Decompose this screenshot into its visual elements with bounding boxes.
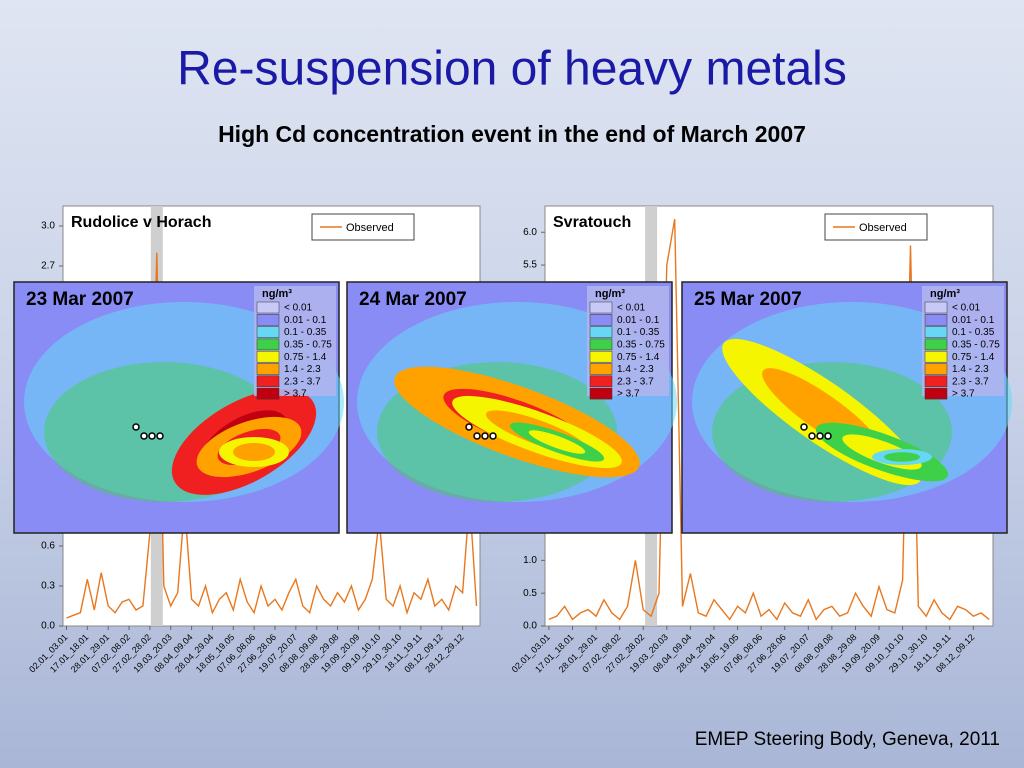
maps: 23 Mar 2007 ng/m³< 0.010.01 - 0.10.1 - 0.… <box>13 281 1012 534</box>
station <box>156 432 164 440</box>
legend-label: 0.1 - 0.35 <box>284 327 327 338</box>
chart-title: Svratouch <box>553 214 631 231</box>
legend-label: 0.75 - 1.4 <box>617 352 660 363</box>
y-tick-label: 0.0 <box>523 621 537 632</box>
station <box>489 432 497 440</box>
legend-label: < 0.01 <box>617 303 646 314</box>
chart-title: Rudolice v Horach <box>71 214 211 231</box>
legend-label: 0.01 - 0.1 <box>952 315 995 326</box>
legend-swatch <box>589 301 613 314</box>
legend-swatch <box>256 363 280 375</box>
legend-label: 1.4 - 2.3 <box>617 364 654 375</box>
legend-label: < 0.01 <box>284 303 313 314</box>
y-tick-label: 0.5 <box>523 588 537 599</box>
legend-label: 1.4 - 2.3 <box>284 364 321 375</box>
legend-swatch <box>256 387 280 400</box>
legend-swatch <box>589 375 613 388</box>
legend-label: > 3.7 <box>952 389 975 400</box>
y-tick-label: 1.0 <box>523 555 537 566</box>
legend-label: 2.3 - 3.7 <box>284 376 321 387</box>
legend-title: ng/m³ <box>930 288 960 300</box>
y-tick-label: 2.7 <box>41 261 55 272</box>
slide-subtitle: High Cd concentration event in the end o… <box>218 121 806 147</box>
legend-label: 0.35 - 0.75 <box>284 340 332 351</box>
legend-label: 1.4 - 2.3 <box>952 364 989 375</box>
legend-swatch <box>924 350 948 363</box>
y-tick-label: 6.0 <box>523 227 537 238</box>
map: 25 Mar 2007 ng/m³ < 0.010.01 - 0.10.1 - 0.… <box>681 281 1012 534</box>
plume <box>233 443 275 461</box>
legend-swatch <box>589 350 613 363</box>
slide-title: Re-suspension of heavy metals <box>177 43 847 96</box>
legend-box <box>311 213 415 241</box>
y-tick-label: 0.6 <box>41 541 55 552</box>
legend-label: 0.35 - 0.75 <box>617 340 665 351</box>
legend-swatch <box>924 314 948 326</box>
legend-swatch <box>589 338 613 351</box>
legend-swatch <box>589 326 613 338</box>
map-date: 24 Mar 2007 <box>359 289 467 310</box>
station <box>816 432 824 440</box>
legend-swatch <box>924 326 948 338</box>
legend-label: 2.3 - 3.7 <box>617 376 654 387</box>
legend-label: < 0.01 <box>952 303 981 314</box>
legend-swatch <box>589 363 613 375</box>
legend-label: 0.1 - 0.35 <box>952 327 995 338</box>
plume <box>528 430 586 454</box>
station <box>132 423 140 431</box>
station <box>808 432 816 440</box>
legend-swatch <box>256 350 280 363</box>
legend-swatch <box>924 338 948 351</box>
legend-label: 0.35 - 0.75 <box>952 340 1000 351</box>
legend-label: 0.75 - 1.4 <box>284 352 327 363</box>
station <box>140 432 148 440</box>
legend-label: 0.75 - 1.4 <box>952 352 995 363</box>
legend-label: Observed <box>859 222 907 234</box>
legend-label: 0.1 - 0.35 <box>617 327 660 338</box>
map: 23 Mar 2007 ng/m³ < 0.010.01 - 0.10.1 - 0.… <box>13 281 344 534</box>
station <box>473 432 481 440</box>
station <box>148 432 156 440</box>
legend-label: > 3.7 <box>617 389 640 400</box>
legend-title: ng/m³ <box>595 288 625 300</box>
legend-swatch <box>256 338 280 351</box>
legend-swatch <box>924 301 948 314</box>
legend-swatch <box>256 375 280 388</box>
legend-label: > 3.7 <box>284 389 307 400</box>
legend-swatch <box>589 387 613 400</box>
y-tick-label: 3.0 <box>41 221 55 232</box>
station <box>824 432 832 440</box>
legend-swatch <box>924 375 948 388</box>
legend-title: ng/m³ <box>262 288 292 300</box>
y-tick-label: 0.3 <box>41 581 55 592</box>
legend-label: Observed <box>346 222 394 234</box>
legend-swatch <box>256 326 280 338</box>
y-tick-label: 0.0 <box>41 621 55 632</box>
station <box>465 423 473 431</box>
legend-swatch <box>256 314 280 326</box>
map-date: 25 Mar 2007 <box>694 289 802 310</box>
footer: EMEP Steering Body, Geneva, 2011 <box>695 729 1000 750</box>
legend-label: 0.01 - 0.1 <box>284 315 327 326</box>
station <box>800 423 808 431</box>
map-date: 23 Mar 2007 <box>26 289 134 310</box>
legend-label: 0.01 - 0.1 <box>617 315 660 326</box>
station <box>481 432 489 440</box>
legend-swatch <box>924 363 948 375</box>
plume <box>884 452 920 462</box>
legend-swatch <box>256 301 280 314</box>
legend-label: 2.3 - 3.7 <box>952 376 989 387</box>
legend-swatch <box>589 314 613 326</box>
series-line <box>66 252 478 619</box>
map: 24 Mar 2007 ng/m³ < 0.010.01 - 0.10.1 - 0.… <box>346 281 677 534</box>
y-tick-label: 5.5 <box>523 260 537 271</box>
legend-swatch <box>924 387 948 400</box>
